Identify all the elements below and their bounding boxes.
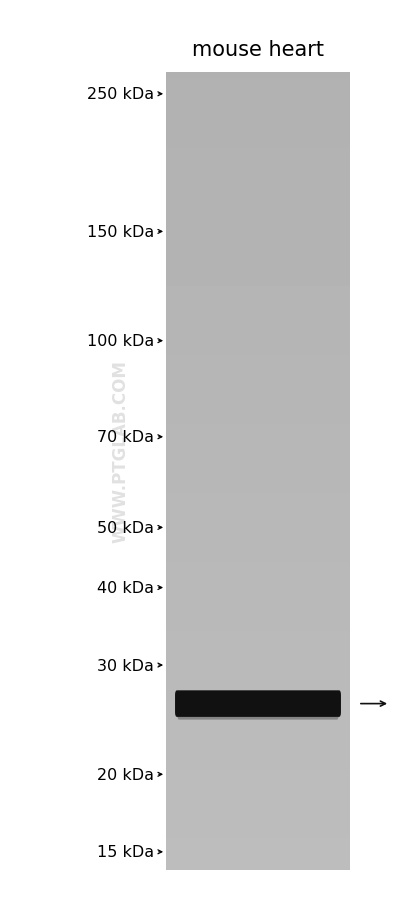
FancyBboxPatch shape bbox=[178, 704, 338, 720]
FancyBboxPatch shape bbox=[175, 691, 341, 717]
Text: 150 kDa: 150 kDa bbox=[87, 225, 154, 240]
Text: 20 kDa: 20 kDa bbox=[97, 767, 154, 782]
Text: 70 kDa: 70 kDa bbox=[97, 429, 154, 445]
Text: 250 kDa: 250 kDa bbox=[87, 87, 154, 102]
Text: 15 kDa: 15 kDa bbox=[97, 844, 154, 860]
Text: mouse heart: mouse heart bbox=[192, 40, 324, 60]
Text: WWW.PTGLAB.COM: WWW.PTGLAB.COM bbox=[111, 360, 129, 542]
Text: 40 kDa: 40 kDa bbox=[97, 580, 154, 595]
Text: 30 kDa: 30 kDa bbox=[97, 658, 154, 673]
Text: 100 kDa: 100 kDa bbox=[87, 334, 154, 349]
Text: 50 kDa: 50 kDa bbox=[97, 520, 154, 535]
